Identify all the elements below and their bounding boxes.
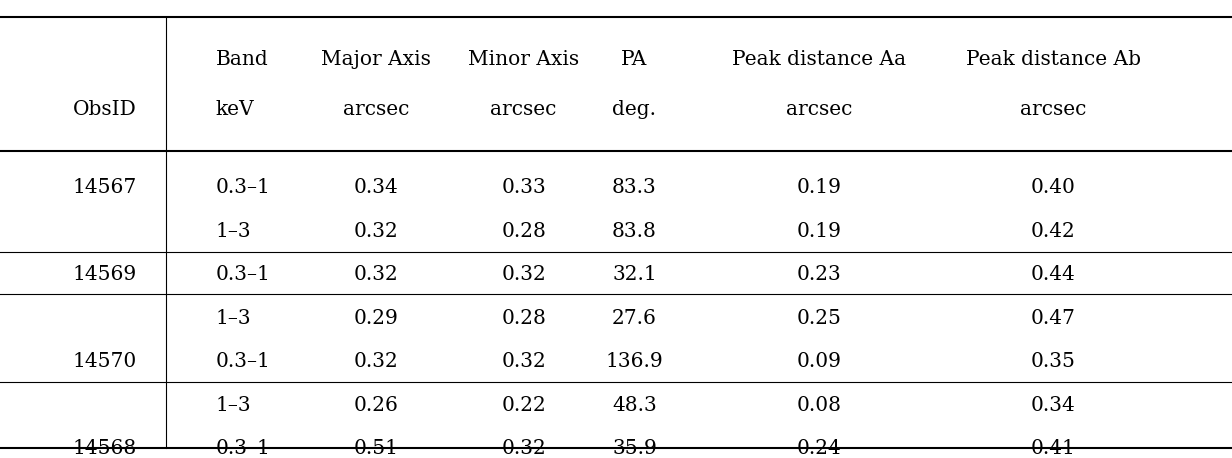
Text: 14570: 14570 [73,352,137,371]
Text: Peak distance Ab: Peak distance Ab [966,50,1141,69]
Text: 0.24: 0.24 [797,439,841,458]
Text: 136.9: 136.9 [606,352,663,371]
Text: 0.23: 0.23 [797,265,841,284]
Text: 0.26: 0.26 [354,396,398,415]
Text: arcsec: arcsec [490,100,557,120]
Text: Band: Band [216,50,269,69]
Text: 1–3: 1–3 [216,309,251,328]
Text: keV: keV [216,100,254,120]
Text: 0.42: 0.42 [1031,222,1076,241]
Text: 0.3–1: 0.3–1 [216,352,271,371]
Text: 0.3–1: 0.3–1 [216,439,271,458]
Text: Minor Axis: Minor Axis [468,50,579,69]
Text: deg.: deg. [612,100,657,120]
Text: 0.28: 0.28 [501,309,546,328]
Text: 0.32: 0.32 [501,352,546,371]
Text: 0.32: 0.32 [354,265,398,284]
Text: 14567: 14567 [73,178,137,197]
Text: 14568: 14568 [73,439,137,458]
Text: 0.3–1: 0.3–1 [216,265,271,284]
Text: 0.40: 0.40 [1031,178,1076,197]
Text: PA: PA [621,50,648,69]
Text: Peak distance Aa: Peak distance Aa [732,50,907,69]
Text: 32.1: 32.1 [612,265,657,284]
Text: 0.34: 0.34 [354,178,398,197]
Text: 0.47: 0.47 [1031,309,1076,328]
Text: 0.29: 0.29 [354,309,398,328]
Text: 0.41: 0.41 [1031,439,1076,458]
Text: 83.3: 83.3 [612,178,657,197]
Text: 0.32: 0.32 [501,265,546,284]
Text: 0.08: 0.08 [797,396,841,415]
Text: 83.8: 83.8 [612,222,657,241]
Text: 0.32: 0.32 [354,352,398,371]
Text: 27.6: 27.6 [612,309,657,328]
Text: 35.9: 35.9 [612,439,657,458]
Text: 14569: 14569 [73,265,137,284]
Text: ObsID: ObsID [73,100,137,120]
Text: 0.25: 0.25 [797,309,841,328]
Text: 1–3: 1–3 [216,396,251,415]
Text: 0.34: 0.34 [1031,396,1076,415]
Text: 0.51: 0.51 [354,439,398,458]
Text: Major Axis: Major Axis [320,50,431,69]
Text: 0.33: 0.33 [501,178,546,197]
Text: 0.35: 0.35 [1031,352,1076,371]
Text: arcsec: arcsec [1020,100,1087,120]
Text: arcsec: arcsec [342,100,409,120]
Text: 48.3: 48.3 [612,396,657,415]
Text: 1–3: 1–3 [216,222,251,241]
Text: 0.44: 0.44 [1031,265,1076,284]
Text: arcsec: arcsec [786,100,853,120]
Text: 0.32: 0.32 [501,439,546,458]
Text: 0.22: 0.22 [501,396,546,415]
Text: 0.3–1: 0.3–1 [216,178,271,197]
Text: 0.19: 0.19 [797,178,841,197]
Text: 0.09: 0.09 [797,352,841,371]
Text: 0.19: 0.19 [797,222,841,241]
Text: 0.32: 0.32 [354,222,398,241]
Text: 0.28: 0.28 [501,222,546,241]
